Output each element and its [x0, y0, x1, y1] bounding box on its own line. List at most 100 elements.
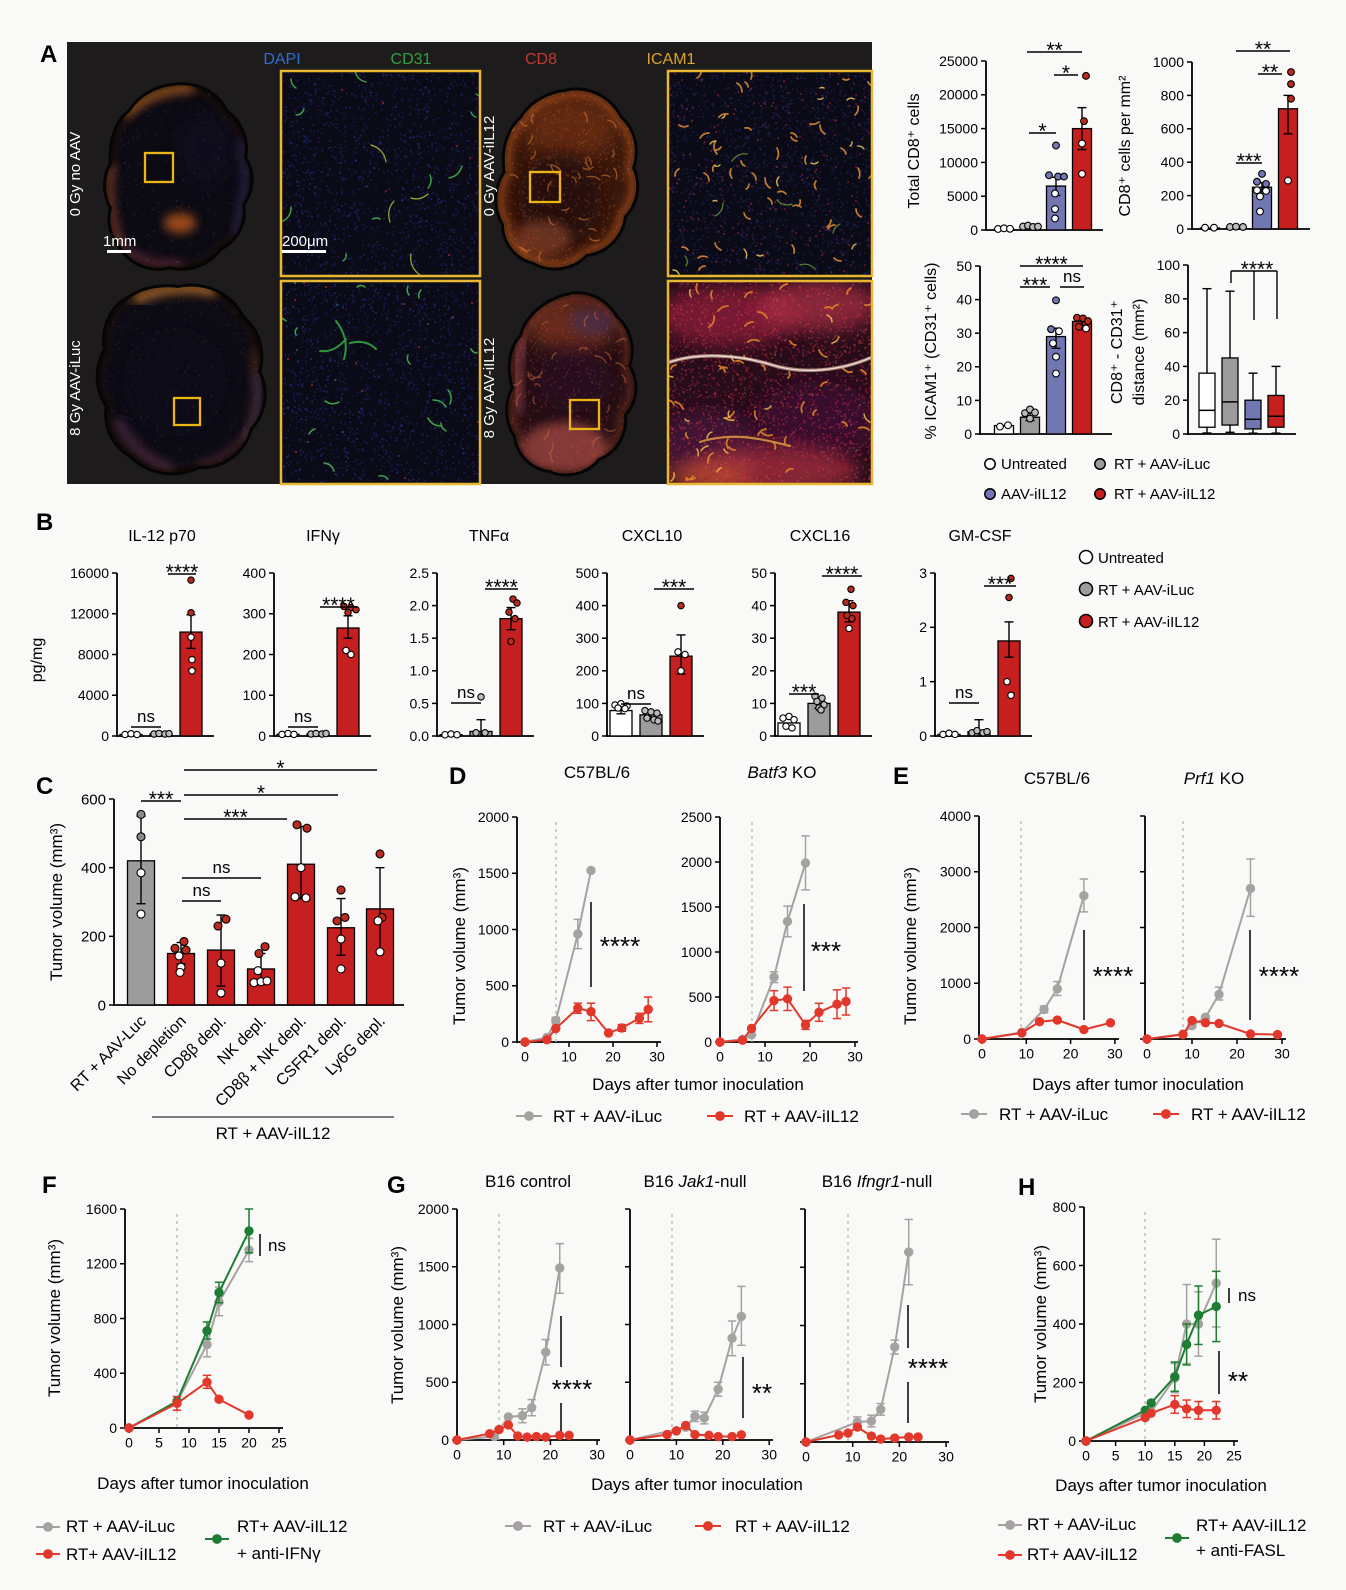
svg-text:0: 0: [964, 426, 972, 442]
svg-text:20: 20: [956, 359, 972, 375]
svg-text:1.0: 1.0: [410, 663, 430, 679]
svg-text:ns: ns: [955, 683, 973, 702]
svg-text:RT + AAV-iIL12: RT + AAV-iIL12: [1098, 614, 1199, 631]
svg-text:CD8⁺ - CD31⁺: CD8⁺ - CD31⁺: [1109, 300, 1126, 404]
svg-text:****: ****: [1035, 253, 1068, 276]
svg-text:0: 0: [521, 1048, 529, 1064]
svg-text:0: 0: [1172, 426, 1180, 442]
svg-text:30: 30: [956, 325, 972, 341]
svg-text:****: ****: [552, 1374, 592, 1404]
svg-text:80: 80: [1164, 291, 1180, 307]
svg-text:RT + AAV-iIL12: RT + AAV-iIL12: [744, 1107, 859, 1126]
svg-text:15: 15: [1167, 1447, 1183, 1463]
svg-text:C57BL/6: C57BL/6: [1024, 769, 1090, 788]
svg-text:***: ***: [811, 936, 841, 966]
svg-text:1.5: 1.5: [410, 630, 430, 646]
svg-text:0: 0: [704, 1034, 712, 1050]
svg-text:RT + AAV-iLuc: RT + AAV-iLuc: [1098, 582, 1195, 599]
svg-text:Days after tumor inoculation: Days after tumor inoculation: [1055, 1476, 1267, 1495]
svg-text:10: 10: [496, 1446, 512, 1462]
svg-text:30: 30: [1107, 1045, 1123, 1061]
svg-text:3000: 3000: [940, 864, 971, 880]
svg-text:50: 50: [956, 258, 972, 274]
svg-text:1600: 1600: [86, 1201, 117, 1217]
svg-text:0: 0: [101, 728, 109, 744]
svg-text:200: 200: [243, 646, 267, 662]
svg-text:10: 10: [181, 1434, 197, 1450]
svg-text:0: 0: [591, 728, 599, 744]
svg-text:TNFα: TNFα: [469, 528, 509, 545]
svg-text:1500: 1500: [418, 1259, 449, 1275]
svg-text:B16 control: B16 control: [485, 1172, 571, 1191]
svg-text:10: 10: [845, 1448, 861, 1464]
svg-text:0.0: 0.0: [410, 728, 430, 744]
svg-text:1000: 1000: [940, 975, 971, 991]
svg-text:8 Gy AAV-iLuc: 8 Gy AAV-iLuc: [67, 340, 84, 436]
svg-text:****: ****: [322, 594, 355, 617]
svg-text:0: 0: [919, 728, 927, 744]
svg-text:2.0: 2.0: [410, 598, 430, 614]
svg-text:***: ***: [223, 806, 248, 829]
svg-text:25000: 25000: [939, 53, 978, 69]
svg-text:1000: 1000: [478, 921, 509, 937]
svg-text:C: C: [36, 773, 53, 800]
svg-text:pg/mg: pg/mg: [29, 638, 46, 682]
svg-text:RT + AAV-iIL12: RT + AAV-iIL12: [1114, 486, 1215, 503]
svg-text:0: 0: [1068, 1433, 1076, 1449]
svg-text:40: 40: [956, 292, 972, 308]
svg-text:ns: ns: [193, 881, 211, 900]
svg-text:1500: 1500: [478, 865, 509, 881]
svg-text:% ICAM1⁺ (CD31⁺ cells): % ICAM1⁺ (CD31⁺ cells): [923, 263, 940, 440]
svg-text:CXCL10: CXCL10: [622, 528, 683, 545]
svg-text:****: ****: [826, 563, 859, 586]
svg-text:50: 50: [751, 565, 767, 581]
svg-text:Prf1 KO: Prf1 KO: [1184, 769, 1244, 788]
svg-text:IL-12 p70: IL-12 p70: [128, 528, 196, 545]
svg-text:****: ****: [908, 1353, 948, 1383]
svg-text:RT + AAV-iLuc: RT + AAV-iLuc: [1027, 1515, 1137, 1534]
svg-text:Total CD8⁺ cells: Total CD8⁺ cells: [906, 93, 923, 208]
svg-text:E: E: [893, 763, 909, 790]
svg-text:2: 2: [919, 619, 927, 635]
svg-text:*: *: [1038, 120, 1046, 143]
svg-text:RT+ AAV-iIL12: RT+ AAV-iIL12: [1027, 1545, 1137, 1564]
svg-text:20000: 20000: [939, 87, 978, 103]
svg-text:0: 0: [125, 1434, 133, 1450]
svg-text:Tumor volume (mm³): Tumor volume (mm³): [450, 867, 469, 1025]
svg-text:600: 600: [1053, 1257, 1077, 1273]
svg-text:Days after tumor inoculation: Days after tumor inoculation: [591, 1475, 803, 1494]
svg-text:25: 25: [1226, 1447, 1242, 1463]
svg-text:AAV-iIL12: AAV-iIL12: [1001, 486, 1067, 503]
svg-text:***: ***: [792, 681, 817, 704]
svg-text:30: 30: [1274, 1045, 1290, 1061]
svg-text:10: 10: [669, 1446, 685, 1462]
svg-text:****: ****: [1093, 961, 1133, 991]
svg-text:0: 0: [1143, 1045, 1151, 1061]
svg-text:D: D: [449, 763, 466, 790]
svg-text:30: 30: [938, 1448, 954, 1464]
svg-text:60: 60: [1164, 325, 1180, 341]
svg-text:ns: ns: [1063, 267, 1081, 286]
svg-text:0: 0: [453, 1446, 461, 1462]
svg-text:CD31: CD31: [391, 51, 432, 68]
svg-text:10: 10: [757, 1048, 773, 1064]
svg-text:200: 200: [1161, 188, 1185, 204]
svg-text:10: 10: [1137, 1447, 1153, 1463]
svg-text:10: 10: [1184, 1045, 1200, 1061]
svg-text:0: 0: [759, 728, 767, 744]
svg-text:20: 20: [802, 1048, 818, 1064]
svg-text:0: 0: [441, 1432, 449, 1448]
svg-text:0: 0: [963, 1031, 971, 1047]
svg-text:20: 20: [241, 1434, 257, 1450]
svg-text:0.5: 0.5: [410, 695, 430, 711]
svg-text:300: 300: [576, 630, 600, 646]
svg-text:0: 0: [98, 997, 106, 1014]
svg-text:500: 500: [576, 565, 600, 581]
svg-text:0: 0: [970, 222, 978, 238]
svg-text:Tumor volume (mm³): Tumor volume (mm³): [1031, 1245, 1050, 1403]
svg-text:4000: 4000: [940, 808, 971, 824]
svg-text:30: 30: [649, 1048, 665, 1064]
svg-text:20: 20: [605, 1048, 621, 1064]
svg-text:distance (mm²): distance (mm²): [1131, 299, 1148, 406]
svg-text:**: **: [1262, 61, 1278, 84]
